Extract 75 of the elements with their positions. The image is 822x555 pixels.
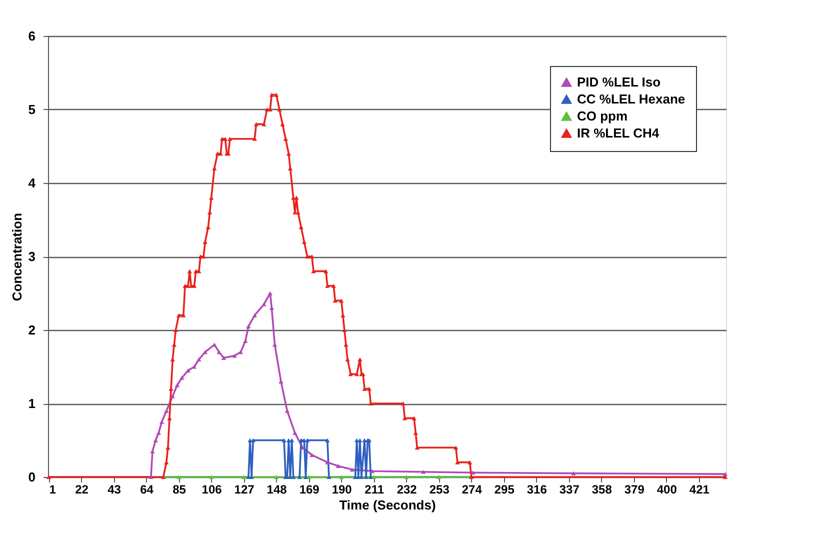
- point: [196, 357, 202, 362]
- point: [292, 430, 298, 435]
- x-tick-label: 295: [494, 482, 515, 496]
- y-tick-label: 4: [28, 176, 36, 190]
- point: [262, 302, 266, 306]
- point: [153, 438, 158, 442]
- point: [404, 474, 409, 480]
- point: [325, 438, 330, 442]
- x-tick-label: 337: [559, 482, 580, 496]
- y-tick-label: 1: [28, 396, 36, 411]
- point: [304, 438, 310, 442]
- point: [325, 460, 330, 464]
- x-tick-label: 400: [656, 482, 678, 496]
- point: [208, 474, 214, 480]
- point: [338, 474, 344, 480]
- point: [571, 471, 576, 476]
- y-tick-label: 6: [28, 28, 36, 44]
- point: [289, 438, 294, 442]
- point: [470, 470, 476, 475]
- point: [232, 354, 237, 358]
- point: [238, 350, 244, 354]
- x-tick-label: 43: [108, 482, 122, 496]
- point: [722, 472, 728, 476]
- x-tick-label: 316: [526, 482, 548, 496]
- legend-label: IR %LEL CH4: [577, 126, 660, 140]
- point: [156, 430, 162, 435]
- y-tick-label: 5: [28, 102, 36, 117]
- x-tick-label: 358: [592, 482, 612, 496]
- x-tick-label: 211: [364, 482, 384, 496]
- x-tick-label: 64: [140, 482, 154, 496]
- x-tick-label: 127: [234, 482, 255, 496]
- point: [174, 383, 180, 388]
- x-tick-label: 274: [462, 482, 482, 496]
- point: [358, 438, 362, 442]
- y-axis-title: Concentration: [9, 212, 24, 302]
- legend-label: PID %LEL Iso: [577, 74, 661, 90]
- point: [180, 376, 184, 380]
- x-tick-label: 85: [172, 482, 186, 496]
- point: [252, 313, 257, 318]
- point: [282, 438, 286, 442]
- x-tick-label: 106: [202, 482, 222, 496]
- x-tick-label: 379: [624, 482, 645, 496]
- x-tick-label: 232: [396, 482, 418, 496]
- point: [310, 452, 314, 457]
- point: [246, 324, 251, 328]
- y-tick-label: 2: [28, 322, 36, 338]
- point: [421, 470, 426, 474]
- x-tick-label: 190: [332, 482, 352, 496]
- y-tick-label: 3: [28, 249, 36, 264]
- point: [221, 356, 226, 360]
- point: [186, 368, 190, 372]
- point: [216, 350, 222, 354]
- y-tick-label: 0: [28, 470, 36, 484]
- point: [370, 469, 375, 474]
- legend-label: CC %LEL Hexane: [577, 92, 686, 106]
- legend-label: CO ppm: [577, 108, 628, 124]
- point: [300, 446, 305, 450]
- point: [241, 474, 246, 480]
- x-tick-label: 253: [429, 482, 450, 496]
- point: [170, 394, 175, 398]
- x-axis-title: Time (Seconds): [339, 498, 436, 512]
- point: [336, 464, 341, 468]
- x-tick-label: 22: [75, 482, 89, 496]
- x-tick-label: 421: [689, 482, 710, 496]
- x-tick-label: 169: [299, 482, 320, 496]
- x-tick-label: 1: [49, 482, 56, 496]
- point: [350, 468, 355, 472]
- point: [274, 474, 279, 480]
- x-tick-label: 148: [266, 482, 288, 496]
- point: [176, 474, 182, 480]
- point: [250, 438, 256, 442]
- point: [164, 408, 169, 413]
- point: [268, 291, 272, 296]
- point: [192, 364, 197, 369]
- point: [436, 474, 442, 480]
